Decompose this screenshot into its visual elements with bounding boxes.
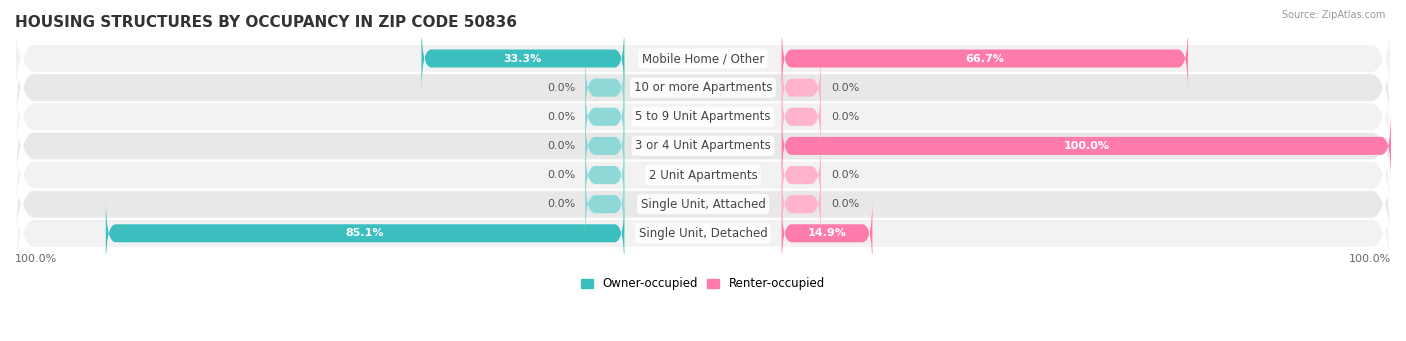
FancyBboxPatch shape xyxy=(15,44,1391,190)
Text: 0.0%: 0.0% xyxy=(547,141,575,151)
Text: 100.0%: 100.0% xyxy=(1063,141,1109,151)
FancyBboxPatch shape xyxy=(422,24,624,93)
FancyBboxPatch shape xyxy=(782,169,821,239)
FancyBboxPatch shape xyxy=(782,24,1188,93)
FancyBboxPatch shape xyxy=(782,111,1391,181)
FancyBboxPatch shape xyxy=(15,102,1391,248)
Text: 3 or 4 Unit Apartments: 3 or 4 Unit Apartments xyxy=(636,139,770,152)
FancyBboxPatch shape xyxy=(585,169,624,239)
FancyBboxPatch shape xyxy=(782,53,821,122)
Text: 0.0%: 0.0% xyxy=(831,112,859,122)
Text: 0.0%: 0.0% xyxy=(547,112,575,122)
Text: 85.1%: 85.1% xyxy=(346,228,384,238)
Text: 0.0%: 0.0% xyxy=(831,170,859,180)
FancyBboxPatch shape xyxy=(585,82,624,151)
Text: 0.0%: 0.0% xyxy=(547,199,575,209)
FancyBboxPatch shape xyxy=(585,111,624,181)
Text: 66.7%: 66.7% xyxy=(966,54,1004,63)
Text: 5 to 9 Unit Apartments: 5 to 9 Unit Apartments xyxy=(636,110,770,123)
FancyBboxPatch shape xyxy=(585,140,624,210)
FancyBboxPatch shape xyxy=(15,131,1391,277)
FancyBboxPatch shape xyxy=(15,161,1391,306)
FancyBboxPatch shape xyxy=(15,15,1391,161)
Text: 0.0%: 0.0% xyxy=(547,170,575,180)
Text: 100.0%: 100.0% xyxy=(1348,254,1391,264)
Text: 33.3%: 33.3% xyxy=(503,54,543,63)
Text: Mobile Home / Other: Mobile Home / Other xyxy=(641,52,765,65)
Text: 2 Unit Apartments: 2 Unit Apartments xyxy=(648,168,758,181)
FancyBboxPatch shape xyxy=(15,0,1391,131)
Text: 100.0%: 100.0% xyxy=(15,254,58,264)
FancyBboxPatch shape xyxy=(782,82,821,151)
Legend: Owner-occupied, Renter-occupied: Owner-occupied, Renter-occupied xyxy=(576,273,830,295)
FancyBboxPatch shape xyxy=(585,53,624,122)
FancyBboxPatch shape xyxy=(782,198,873,268)
Text: Single Unit, Attached: Single Unit, Attached xyxy=(641,198,765,211)
Text: Source: ZipAtlas.com: Source: ZipAtlas.com xyxy=(1281,10,1385,20)
Text: 10 or more Apartments: 10 or more Apartments xyxy=(634,81,772,94)
Text: 0.0%: 0.0% xyxy=(831,199,859,209)
FancyBboxPatch shape xyxy=(105,198,624,268)
Text: Single Unit, Detached: Single Unit, Detached xyxy=(638,227,768,240)
FancyBboxPatch shape xyxy=(15,73,1391,219)
Text: HOUSING STRUCTURES BY OCCUPANCY IN ZIP CODE 50836: HOUSING STRUCTURES BY OCCUPANCY IN ZIP C… xyxy=(15,15,517,30)
Text: 14.9%: 14.9% xyxy=(807,228,846,238)
FancyBboxPatch shape xyxy=(782,140,821,210)
Text: 0.0%: 0.0% xyxy=(547,83,575,93)
Text: 0.0%: 0.0% xyxy=(831,83,859,93)
